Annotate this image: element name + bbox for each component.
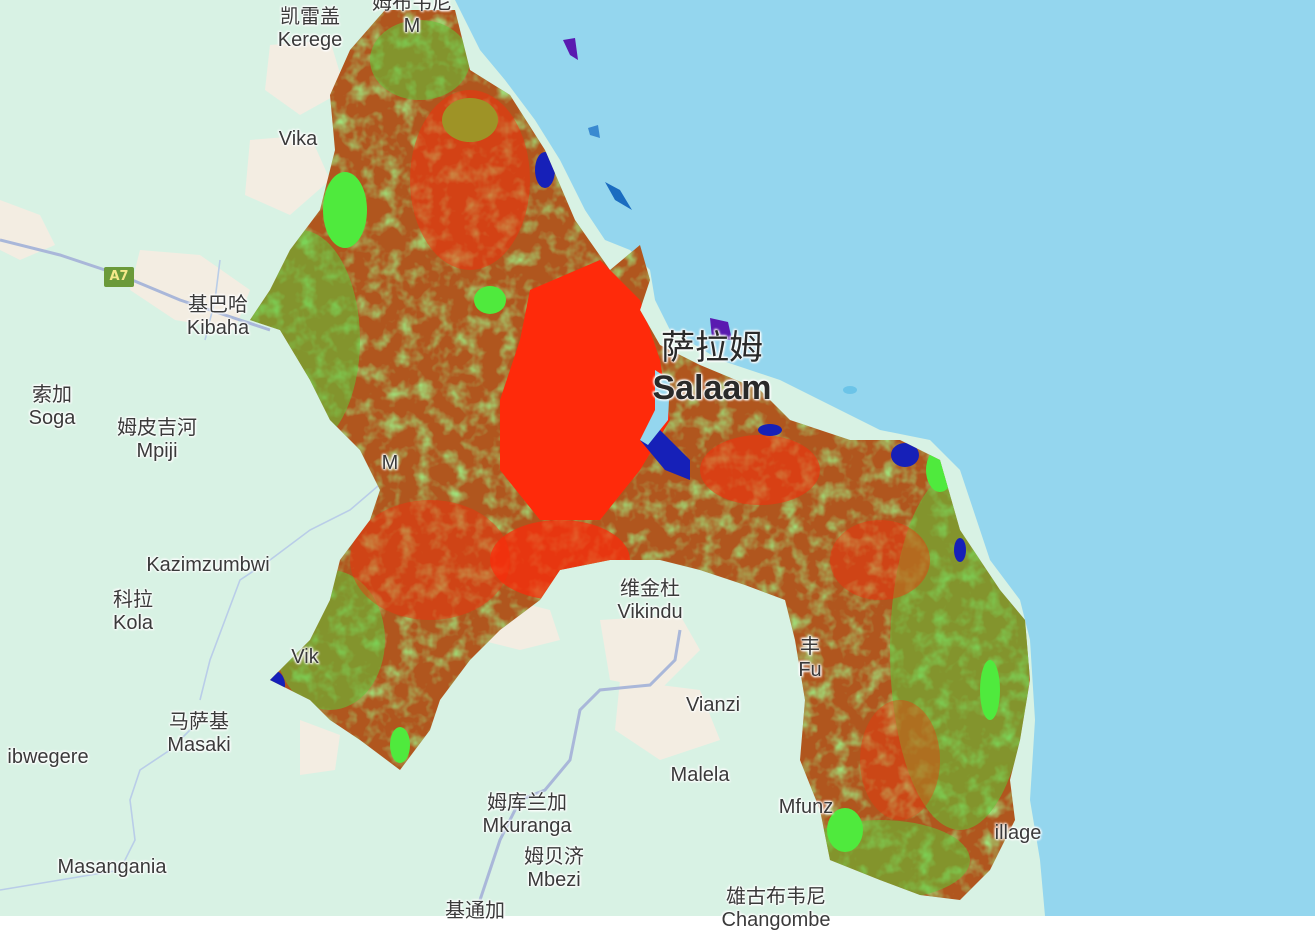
islands (563, 38, 857, 394)
rivers (0, 259, 386, 891)
road-shield-a7: A7 (104, 267, 134, 287)
land-patches (0, 40, 720, 775)
roads (0, 238, 682, 901)
sea (455, 0, 1315, 916)
